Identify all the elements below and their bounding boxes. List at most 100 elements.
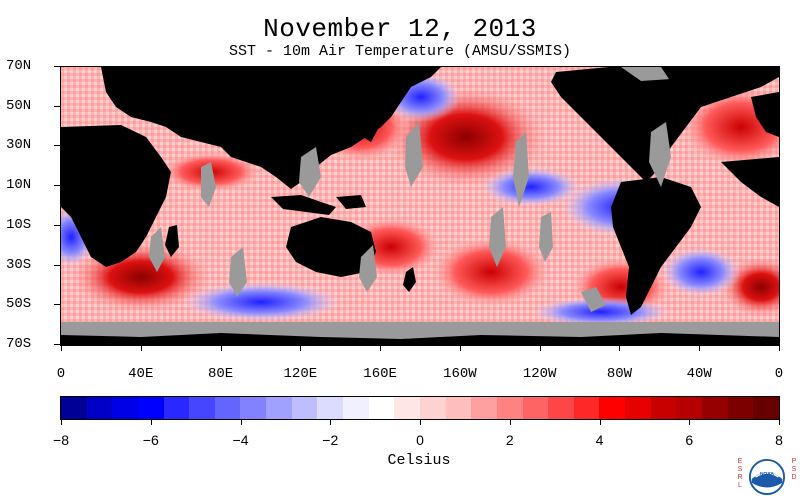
colorbar-tick — [509, 419, 511, 425]
latitude-label: 10S — [6, 216, 32, 233]
colorbar-tick — [240, 419, 242, 425]
colorbar-tick-label: −4 — [232, 432, 249, 448]
colorbar-segment — [419, 397, 446, 419]
central-pacific-cold-anomaly — [481, 167, 581, 207]
colorbar-segment — [573, 397, 600, 419]
longitude-tick — [300, 345, 302, 351]
colorbar-segment — [702, 397, 728, 419]
colorbar-segment — [445, 397, 472, 419]
map-subtitle: SST - 10m Air Temperature (AMSU/SSMIS) — [228, 43, 572, 60]
noaa-logo-text: NOAA — [760, 471, 775, 477]
latitude-label: 70S — [6, 336, 32, 352]
colorbar-segment — [753, 397, 779, 419]
world-map — [60, 66, 780, 346]
colorbar-tick — [330, 419, 332, 425]
colorbar-tick-label: 8 — [775, 432, 783, 448]
new-guinea-land — [336, 195, 366, 209]
argentine-cold-anomaly — [661, 247, 741, 297]
colorbar-segment — [496, 397, 523, 419]
longitude-label: 40W — [686, 366, 712, 382]
south-america-land — [611, 177, 701, 315]
colorbar-tick — [779, 419, 780, 425]
longitude-tick — [779, 345, 780, 351]
latitude-tick — [54, 224, 60, 226]
colorbar-tick — [599, 419, 601, 425]
colorbar-segment — [137, 397, 164, 419]
longitude-tick — [61, 345, 62, 351]
latitude-tick — [54, 66, 60, 67]
colorbar-segment — [599, 397, 626, 419]
missing-patch-7 — [649, 122, 671, 187]
latitude-label: 70N — [6, 58, 32, 74]
colorbar-tick-label: 4 — [595, 432, 604, 448]
madagascar-land — [165, 225, 179, 257]
new-zealand-land — [403, 267, 416, 292]
longitude-label: 160W — [443, 366, 477, 382]
colorbar-segment — [61, 397, 87, 419]
longitude-label: 80E — [207, 366, 234, 382]
longitude-tick — [380, 345, 382, 351]
missing-patch-2 — [299, 147, 321, 197]
latitude-tick — [54, 105, 60, 107]
colorbar-segment — [86, 397, 113, 419]
latitude-tick — [54, 185, 60, 187]
colorbar-segment — [343, 397, 369, 419]
latitude-label: 30N — [6, 137, 32, 154]
longitude-label: 80W — [606, 366, 633, 382]
colorbar-segment — [189, 397, 215, 419]
latitude-tick — [54, 344, 60, 345]
africa-west-land — [721, 157, 779, 207]
noaa-logo-icon: NOAA — [748, 458, 786, 496]
europe-west-land — [751, 92, 779, 137]
colorbar-segment — [676, 397, 703, 419]
colorbar-tick — [689, 419, 691, 425]
colorbar-segment — [471, 397, 497, 419]
latitude-label: 10N — [6, 177, 32, 194]
longitude-label: 0 — [56, 366, 66, 382]
colorbar-tick — [150, 419, 152, 425]
colorbar-segment — [291, 397, 318, 419]
longitude-label: 160E — [363, 366, 397, 382]
colorbar-segment — [522, 397, 549, 419]
colorbar-segment — [214, 397, 241, 419]
longitude-tick — [459, 345, 461, 351]
africa-land — [61, 125, 171, 267]
latitude-label: 50N — [6, 97, 32, 114]
colorbar-tick-label: 6 — [685, 432, 694, 448]
colorbar-segment — [625, 397, 651, 419]
japan-land — [361, 112, 379, 142]
colorbar-segment — [394, 397, 420, 419]
colorbar-tick-label: −8 — [53, 432, 69, 448]
missing-patch-6 — [539, 212, 553, 262]
southern-ocean-cold-anomaly-1 — [181, 282, 341, 322]
greenland-land — [661, 67, 721, 102]
colorbar-segment — [650, 397, 677, 419]
australia-land — [286, 217, 376, 277]
colorbar-tick — [420, 419, 421, 425]
indonesia-land — [271, 195, 336, 215]
latitude-label: 30S — [6, 256, 32, 273]
colorbar-tick-label: −6 — [142, 432, 159, 448]
colorbar-segment — [240, 397, 267, 419]
missing-patch-5 — [489, 207, 506, 267]
missing-patch-8 — [229, 247, 247, 297]
map-title: November 12, 2013 — [263, 14, 537, 44]
colorbar-segment — [266, 397, 292, 419]
latitude-tick — [54, 145, 60, 147]
latitude-tick — [54, 264, 60, 266]
longitude-tick — [699, 345, 701, 351]
colorbar-tick-label: 2 — [505, 432, 514, 448]
missing-patch-4 — [513, 132, 529, 207]
longitude-label: 120W — [522, 366, 557, 382]
colorbar-tick-label: −2 — [322, 432, 339, 448]
colorbar-tick — [61, 419, 62, 425]
south-pacific-warm-anomaly — [431, 237, 551, 307]
missing-patch-3 — [405, 122, 423, 187]
missing-patch-1 — [201, 162, 216, 207]
longitude-label: 40E — [128, 366, 154, 382]
colorbar-segment — [548, 397, 574, 419]
colorbar-tick-label: 0 — [416, 432, 424, 448]
longitude-tick — [220, 345, 222, 351]
longitude-tick — [140, 345, 142, 351]
